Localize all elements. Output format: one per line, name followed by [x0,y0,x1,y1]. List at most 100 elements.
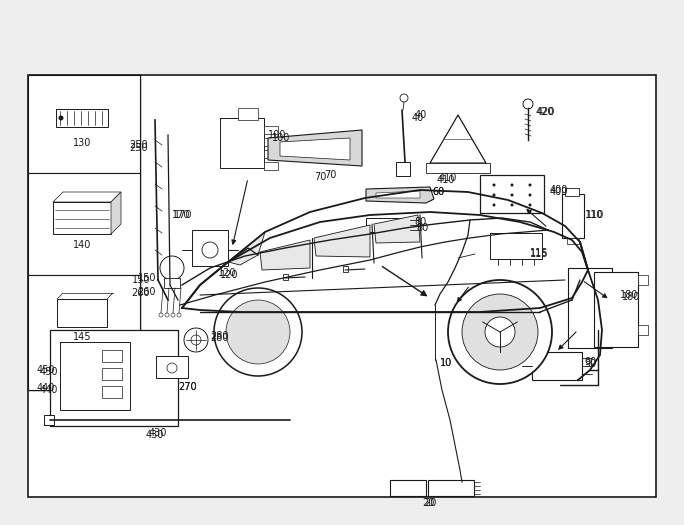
Circle shape [492,204,495,206]
Bar [50,330,178,426]
Text: 20: 20 [424,498,436,508]
Polygon shape [280,138,350,160]
Circle shape [177,313,181,317]
Bar [102,350,122,362]
Text: 440: 440 [40,385,58,395]
Bar [44,415,54,425]
Text: 100: 100 [268,130,287,140]
Text: 120: 120 [218,268,237,278]
Text: 400: 400 [550,185,568,195]
Text: 70: 70 [324,170,337,180]
Bar [283,274,288,280]
Circle shape [167,363,177,373]
Text: 260: 260 [131,288,150,298]
Bar [264,162,278,170]
Bar [264,138,278,146]
Bar [192,230,228,266]
Bar [102,386,122,398]
Polygon shape [374,215,420,243]
Text: 250: 250 [129,143,148,153]
Text: 450: 450 [40,367,58,377]
Bar [426,163,490,173]
Polygon shape [366,187,434,203]
Bar [480,175,544,213]
Text: 80: 80 [416,223,428,233]
Text: 450: 450 [36,365,55,375]
Text: 10: 10 [440,358,452,368]
Polygon shape [376,191,420,198]
Bar [565,188,579,196]
Text: 115: 115 [530,249,549,259]
Circle shape [529,194,531,196]
Text: 420: 420 [537,107,555,117]
Bar [366,218,410,232]
Polygon shape [260,240,310,270]
Bar [264,150,278,158]
Bar [238,108,258,120]
Bar [220,118,264,168]
Bar [156,356,188,378]
Text: 90: 90 [584,357,596,367]
Bar [490,233,542,259]
Text: 70: 70 [314,172,326,182]
Polygon shape [268,130,362,166]
Circle shape [529,184,531,186]
Text: 150: 150 [131,275,150,285]
Circle shape [448,280,552,384]
Text: 270: 270 [178,382,196,392]
Bar [638,325,648,335]
Bar [164,278,180,288]
Circle shape [160,256,184,280]
Circle shape [165,313,169,317]
Circle shape [510,184,514,186]
Text: 410: 410 [437,175,455,185]
Circle shape [171,313,175,317]
Text: 260: 260 [137,287,156,297]
Text: 420: 420 [536,107,555,117]
Text: 130: 130 [73,138,91,148]
Circle shape [492,194,495,196]
Polygon shape [314,225,370,257]
Text: 410: 410 [439,173,457,183]
Bar [343,266,348,272]
Circle shape [159,313,163,317]
Text: 10: 10 [440,358,452,368]
Text: 280: 280 [210,331,228,341]
Bar [390,480,426,496]
Text: 60: 60 [432,187,444,197]
Polygon shape [111,192,121,234]
Bar [53,202,111,234]
Text: 80: 80 [414,217,426,227]
Bar [60,342,130,410]
Text: 430: 430 [146,430,164,440]
Bar [428,480,474,496]
Circle shape [462,294,538,370]
Bar [638,275,648,285]
Circle shape [202,242,218,258]
Circle shape [523,99,533,109]
Bar [56,109,108,127]
Text: 400: 400 [550,187,568,197]
Text: 150: 150 [137,273,156,283]
Text: 20: 20 [422,498,434,508]
Polygon shape [430,115,486,163]
Text: 115: 115 [530,248,549,258]
Text: 170: 170 [174,210,192,220]
Text: 180: 180 [620,290,638,300]
Bar [264,126,278,134]
Text: 120: 120 [220,270,239,280]
Circle shape [485,317,515,347]
Text: 40: 40 [415,110,428,120]
Text: 145: 145 [73,332,91,342]
Text: 110: 110 [586,210,605,220]
Circle shape [400,94,408,102]
Text: 60: 60 [432,187,444,197]
Text: 250: 250 [129,140,148,150]
Bar [28,173,140,275]
Polygon shape [53,192,121,202]
Bar [57,299,107,327]
Text: 430: 430 [149,428,167,438]
Circle shape [184,328,208,352]
Text: 90: 90 [584,359,596,369]
Text: 280: 280 [210,333,228,343]
